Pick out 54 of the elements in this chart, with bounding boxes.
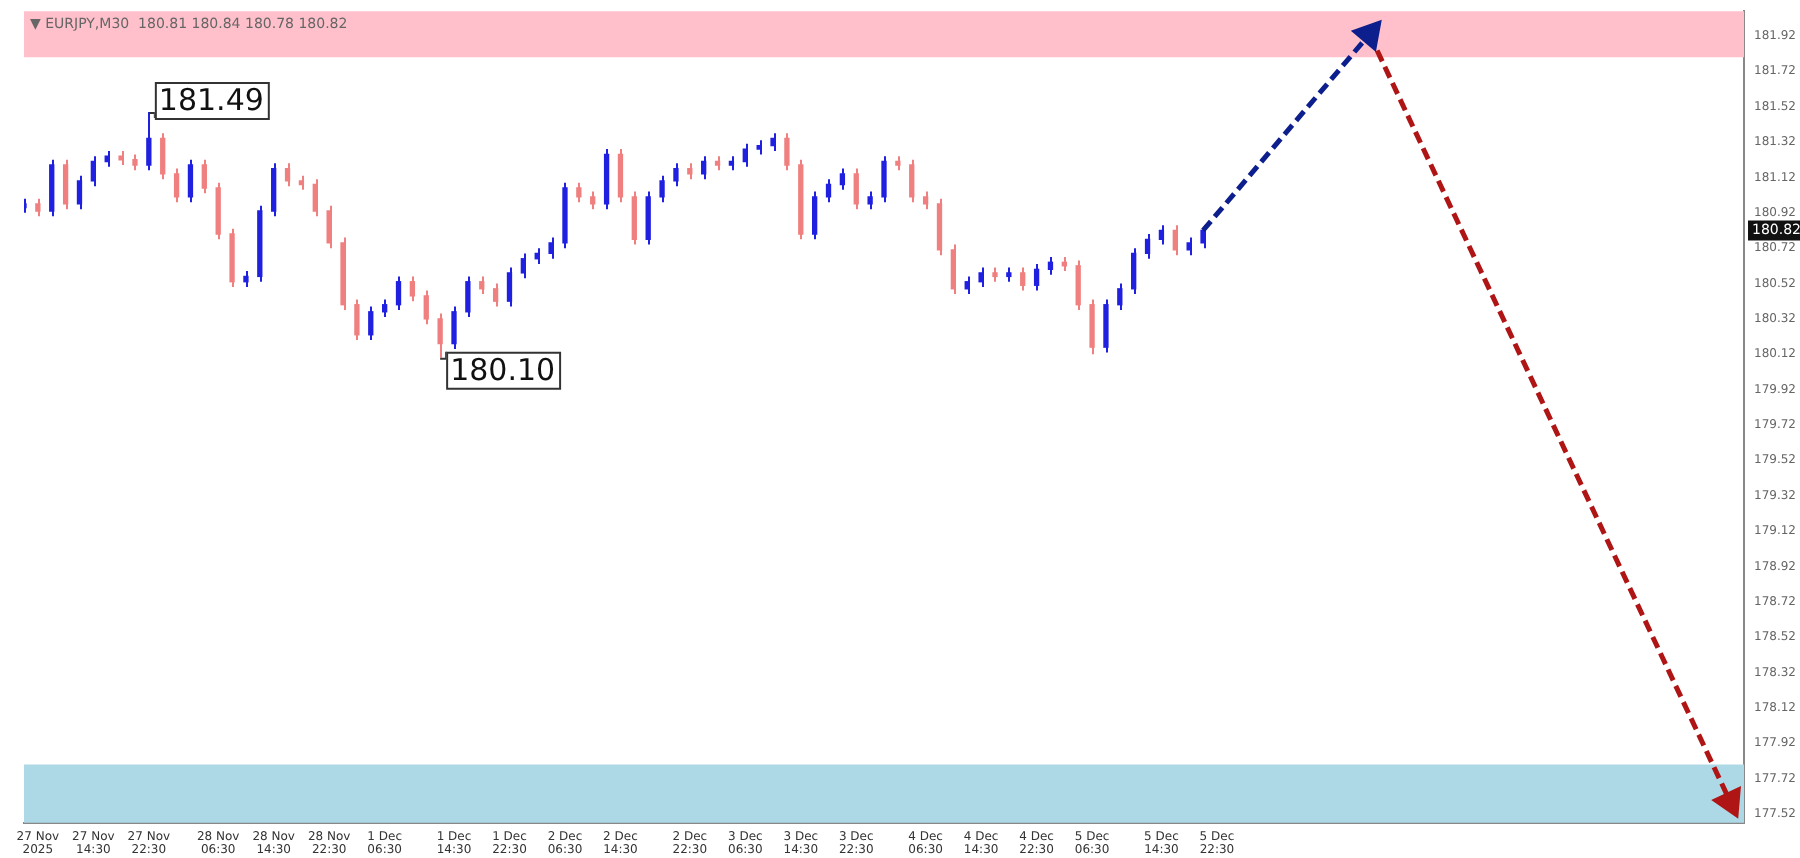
candlestick [645, 190, 651, 246]
candlestick [1117, 282, 1123, 312]
candlestick [839, 167, 846, 191]
candlestick [284, 162, 291, 188]
candlestick [215, 181, 221, 241]
candlestick [617, 148, 624, 204]
candlestick [1075, 259, 1081, 312]
candlestick [187, 158, 194, 204]
candlestick [62, 158, 69, 211]
candlestick [368, 305, 374, 342]
candlestick [1172, 224, 1178, 257]
candlestick [492, 282, 499, 308]
candlestick [465, 275, 471, 319]
candlestick [742, 142, 748, 168]
candlestick [548, 236, 554, 260]
candlestick [409, 275, 416, 303]
candlestick [1020, 266, 1026, 292]
candlestick [701, 155, 707, 181]
candlestick [395, 275, 402, 312]
candlestick [451, 305, 457, 350]
candlestick [909, 158, 915, 204]
candlestick [506, 266, 513, 308]
candlestick [423, 289, 429, 326]
candlestick [1158, 224, 1165, 246]
candlestick [978, 266, 984, 289]
candlestick [576, 181, 582, 204]
candlestick [76, 174, 83, 211]
candlestick [853, 167, 859, 211]
candlestick [1089, 298, 1095, 356]
candlestick [90, 155, 97, 188]
candlestick [520, 252, 527, 280]
candlestick [631, 190, 637, 246]
candlestick [173, 167, 180, 204]
candlestick [950, 243, 957, 296]
candlestick [1033, 263, 1040, 292]
candlestick [49, 158, 55, 218]
annotation: 180.10 [450, 351, 556, 388]
candlestick [312, 178, 318, 218]
candlestick [825, 178, 832, 204]
candlestick [1144, 232, 1151, 260]
candlestick [1131, 247, 1137, 296]
candlestick [326, 204, 332, 250]
candlestick [659, 174, 665, 204]
candlestick [1103, 298, 1109, 354]
candlestick [201, 158, 207, 195]
candlestick [673, 162, 679, 188]
candlestick [271, 162, 277, 218]
candlestick [160, 132, 166, 181]
candlestick [936, 197, 943, 257]
candlestick [354, 298, 360, 342]
annotation: 181.49 [158, 81, 264, 118]
candlestick [784, 132, 790, 172]
candlestick [811, 190, 818, 241]
candlestick [881, 155, 887, 204]
